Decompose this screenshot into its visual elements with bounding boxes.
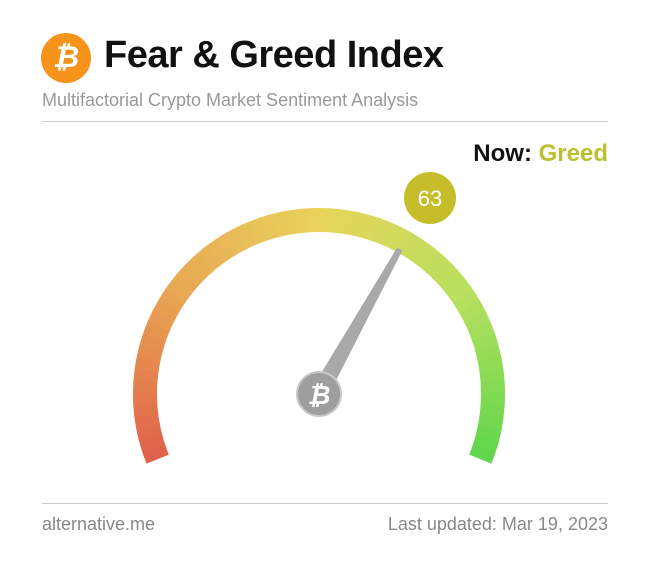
gauge-arc-segment	[216, 231, 240, 260]
page-subtitle: Multifactorial Crypto Market Sentiment A…	[42, 90, 419, 110]
gauge-arc-segment	[390, 227, 414, 255]
value-text: 63	[418, 186, 442, 211]
gauge-arc-segment	[271, 211, 290, 238]
gauge-arc-segment	[433, 262, 460, 289]
gauge-arc-segment	[360, 214, 381, 242]
gauge-arc-segment	[463, 310, 492, 333]
gauge-arc-segment	[147, 309, 175, 332]
gauge-arc-segment	[248, 217, 269, 245]
gauge-arc-segment	[282, 209, 300, 236]
gauge-arc-segment	[477, 356, 504, 374]
gauge-arc-segment	[133, 378, 158, 393]
gauge-arc-segment	[187, 252, 214, 280]
gauge-arc-segment	[408, 239, 434, 267]
gauge-arc-segment	[475, 344, 502, 364]
gauge-arc-segment	[417, 246, 443, 274]
gauge-arc-segment	[425, 253, 452, 281]
gauge-arc-segment	[440, 270, 468, 297]
gauge-arc-segment	[479, 368, 505, 385]
gauge-arc-segment	[141, 443, 169, 464]
gauge-arc-segment	[259, 213, 279, 241]
gauge-arc-segment	[139, 331, 167, 352]
gauge-arc-segment	[158, 288, 186, 313]
gauge-arc-segment	[294, 208, 311, 234]
classification-label: Greed	[538, 140, 608, 167]
source-link[interactable]: alternative.me	[42, 514, 156, 534]
gauge-arc-segment	[226, 226, 250, 254]
last-updated: Last updated: Mar 19, 2023	[387, 514, 608, 534]
bitcoin-logo-icon: ₿	[41, 33, 91, 83]
gauge-arc-segment	[206, 238, 231, 266]
gauge-arc-segment	[380, 222, 403, 250]
gauge-arc-segment	[171, 269, 199, 295]
gauge-arc-segment	[133, 366, 159, 383]
gauge-arc-segment	[468, 321, 496, 343]
value-badge	[404, 172, 456, 224]
gauge-arc-segment	[472, 333, 499, 353]
gauge-arc-segment	[475, 424, 502, 443]
gauge-arc	[133, 208, 505, 464]
page-title: Fear & Greed Index	[104, 34, 444, 76]
gauge-arc-segment	[143, 320, 171, 342]
gauge-arc-segment	[136, 342, 164, 362]
gauge-arc-segment	[135, 422, 163, 441]
gauge-arc-segment	[196, 244, 223, 272]
bitcoin-icon: ₿	[308, 380, 331, 410]
gauge-arc-segment	[164, 278, 192, 304]
divider	[42, 121, 608, 122]
gauge-arc-segment	[134, 354, 161, 372]
gauge-arc-segment	[350, 211, 369, 238]
gauge-arc-segment	[447, 280, 475, 305]
gauge-arc-segment	[134, 412, 160, 429]
gauge-arc-segment	[138, 432, 166, 453]
gauge-needle	[311, 247, 403, 399]
gauge-arc-segment	[479, 403, 505, 419]
gauge-arc-segment	[458, 300, 487, 324]
gauge-arc-segment	[179, 260, 207, 287]
gauge-arc-segment	[329, 208, 346, 234]
gauge-arc-segment	[477, 413, 504, 431]
footer-divider	[42, 503, 608, 504]
current-status: Now: Greed	[473, 140, 608, 168]
gauge-arc-segment	[399, 232, 424, 261]
gauge-arc-segment	[339, 209, 358, 236]
gauge-arc-segment	[469, 444, 496, 464]
gauge-arc-segment	[133, 401, 159, 417]
gauge-arc-segment	[237, 221, 259, 249]
gauge-hub	[296, 371, 342, 417]
gauge-arc-segment	[152, 298, 180, 322]
now-label: Now:	[473, 140, 532, 167]
gauge-arc-segment	[370, 217, 392, 245]
gauge-arc-segment	[453, 289, 481, 314]
gauge-arc-segment	[472, 434, 500, 455]
